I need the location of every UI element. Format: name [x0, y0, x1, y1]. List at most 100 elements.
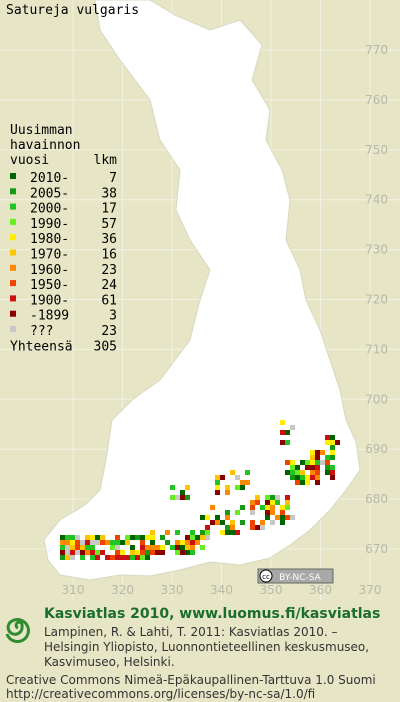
observation-square — [225, 510, 230, 515]
legend-count: 57 — [101, 217, 117, 232]
observation-square — [205, 515, 210, 520]
observation-square — [95, 535, 100, 540]
legend-count: 23 — [101, 263, 117, 278]
easting-label: 360 — [309, 583, 332, 597]
observation-square — [255, 495, 260, 500]
observation-square — [130, 535, 135, 540]
observation-square — [190, 535, 195, 540]
observation-square — [275, 515, 280, 520]
legend-label: ??? — [30, 324, 53, 339]
observation-square — [170, 495, 175, 500]
observation-square — [270, 495, 275, 500]
observation-square — [330, 435, 335, 440]
observation-square — [240, 480, 245, 485]
observation-square — [325, 470, 330, 475]
easting-label: 370 — [359, 583, 382, 597]
observation-square — [85, 545, 90, 550]
observation-square — [220, 530, 225, 535]
observation-square — [320, 460, 325, 465]
observation-square — [145, 555, 150, 560]
observation-square — [330, 475, 335, 480]
total-count: 305 — [94, 339, 117, 354]
observation-square — [325, 460, 330, 465]
observation-square — [195, 535, 200, 540]
observation-square — [230, 525, 235, 530]
badge-text: BY-NC-SA — [279, 573, 322, 583]
citation: Helsingin Yliopisto, Luonnontieteellinen… — [44, 640, 369, 654]
observation-square — [65, 540, 70, 545]
badge-box — [257, 568, 334, 584]
observation-square — [115, 550, 120, 555]
observation-square — [270, 510, 275, 515]
observation-square — [255, 525, 260, 530]
observation-square — [285, 440, 290, 445]
observation-square — [285, 495, 290, 500]
observation-square — [330, 465, 335, 470]
observation-square — [95, 540, 100, 545]
observation-square — [95, 550, 100, 555]
legend-label: 2010- — [30, 171, 69, 186]
observation-square — [170, 545, 175, 550]
observation-square — [180, 490, 185, 495]
easting-label: 310 — [62, 583, 85, 597]
observation-square — [225, 515, 230, 520]
observation-square — [100, 540, 105, 545]
observation-square — [230, 470, 235, 475]
observation-square — [210, 520, 215, 525]
legend: Uusimman havainnon vuosi lkm 2010- 7 2005-… — [10, 123, 117, 354]
observation-square — [290, 465, 295, 470]
observation-square — [70, 535, 75, 540]
observation-square — [290, 470, 295, 475]
observation-square — [300, 480, 305, 485]
observation-square — [280, 520, 285, 525]
observation-square — [185, 495, 190, 500]
observation-square — [240, 520, 245, 525]
observation-square — [310, 470, 315, 475]
observation-square — [240, 505, 245, 510]
observation-square — [225, 525, 230, 530]
observation-square — [70, 550, 75, 555]
observation-square — [225, 485, 230, 490]
observation-square — [240, 485, 245, 490]
observation-square — [230, 530, 235, 535]
observation-square — [70, 540, 75, 545]
observation-square — [235, 475, 240, 480]
observation-square — [280, 420, 285, 425]
legend-heading: lkm — [94, 153, 118, 168]
northing-label: 760 — [365, 93, 388, 107]
legend-swatch — [10, 218, 16, 225]
observation-square — [175, 550, 180, 555]
observation-square — [275, 495, 280, 500]
observation-square — [280, 510, 285, 515]
license: Creative Commons Nimeä-Epäkaupallinen-Ta… — [6, 673, 376, 687]
observation-square — [65, 545, 70, 550]
citation: Lampinen, R. & Lahti, T. 2011: Kasviatla… — [44, 625, 338, 639]
observation-square — [200, 530, 205, 535]
northing-label: 670 — [365, 542, 388, 556]
observation-square — [185, 535, 190, 540]
observation-square — [160, 545, 165, 550]
observation-square — [185, 550, 190, 555]
observation-square — [215, 515, 220, 520]
observation-square — [235, 530, 240, 535]
observation-square — [150, 535, 155, 540]
observation-square — [220, 520, 225, 525]
observation-square — [265, 500, 270, 505]
observation-square — [315, 475, 320, 480]
observation-square — [245, 470, 250, 475]
observation-square — [290, 460, 295, 465]
observation-square — [75, 540, 80, 545]
observation-square — [215, 475, 220, 480]
observation-square — [215, 520, 220, 525]
observation-square — [310, 455, 315, 460]
observation-square — [300, 460, 305, 465]
observation-square — [320, 450, 325, 455]
observation-square — [110, 540, 115, 545]
observation-square — [65, 550, 70, 555]
observation-square — [260, 520, 265, 525]
northing-label: 750 — [365, 143, 388, 157]
observation-square — [190, 550, 195, 555]
license-badge: cc BY-NC-SA — [257, 568, 334, 584]
northing-label: 680 — [365, 492, 388, 506]
legend-count: 7 — [109, 171, 117, 186]
